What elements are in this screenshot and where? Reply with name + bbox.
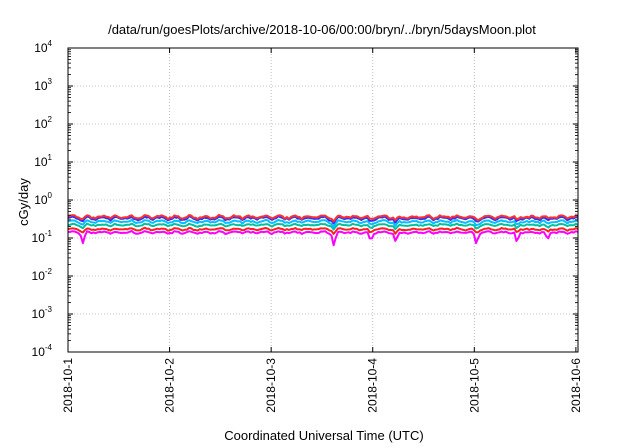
- series-line-1: [67, 226, 579, 235]
- y-tick-label: 101: [34, 153, 52, 169]
- y-tick-labels: 10-4 10-3 10-2 10-1 100 101 102 103 104: [32, 39, 53, 359]
- y-tick-label: 103: [34, 77, 52, 93]
- series-line-0: [67, 230, 579, 247]
- grid: [68, 48, 578, 352]
- series-line-5: [67, 213, 579, 223]
- chart-title: /data/run/goesPlots/archive/2018-10-06/0…: [108, 22, 536, 37]
- y-tick-label: 104: [34, 39, 52, 55]
- series-line-3: [67, 218, 579, 228]
- series-line-4: [67, 215, 579, 225]
- x-tick-label: 2018-10-6: [569, 358, 583, 413]
- x-tick-label: 2018-10-5: [467, 358, 481, 413]
- y-tick-label: 10-4: [32, 343, 53, 359]
- y-tick-label: 10-3: [32, 305, 53, 321]
- y-tick-label: 10-1: [32, 229, 53, 245]
- x-tick-labels: 2018-10-1 2018-10-2 2018-10-3 2018-10-4 2018…: [61, 358, 583, 413]
- x-tick-label: 2018-10-1: [61, 358, 75, 413]
- x-tick-label: 2018-10-2: [163, 358, 177, 413]
- plot-frame: [67, 47, 579, 353]
- axes: [67, 47, 579, 353]
- y-tick-label: 102: [34, 115, 52, 131]
- x-tick-label: 2018-10-3: [264, 358, 278, 413]
- y-tick-label: 100: [34, 191, 52, 207]
- x-tick-label: 2018-10-4: [366, 358, 380, 413]
- series-line-2: [67, 222, 579, 231]
- series-group: [67, 213, 579, 247]
- y-axis-label: cGy/day: [16, 178, 31, 226]
- y-tick-label: 10-2: [32, 267, 53, 283]
- x-axis-label: Coordinated Universal Time (UTC): [224, 428, 423, 443]
